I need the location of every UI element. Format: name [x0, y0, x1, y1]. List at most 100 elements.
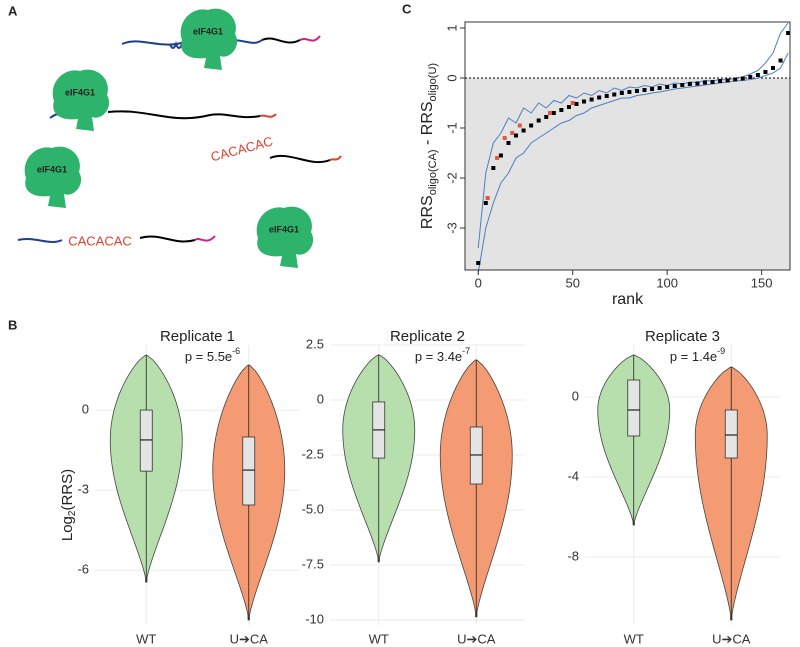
- y-tick-label: 2.5: [306, 336, 324, 351]
- motif-label: CACACAC: [68, 233, 132, 248]
- x-tick-label: WT: [369, 631, 389, 646]
- rank-point: [612, 92, 617, 97]
- highlight-point: [517, 123, 522, 128]
- protein-shape: [256, 206, 314, 268]
- panel-label: B: [8, 317, 17, 332]
- rank-point: [733, 77, 738, 82]
- protein-shape: [52, 69, 110, 131]
- y-axis-label-part: Log: [59, 516, 76, 541]
- y-axis-label-part: - RRS: [419, 101, 436, 149]
- rna: [121, 40, 186, 46]
- box: [627, 379, 641, 437]
- rank-point: [597, 95, 602, 100]
- rna: [17, 238, 63, 243]
- rank-point: [619, 91, 624, 95]
- y-tick-label: -3: [77, 482, 89, 497]
- below-zero-shade: [465, 78, 790, 270]
- protein: eIF4G1: [24, 146, 82, 208]
- rna: [194, 235, 216, 242]
- y-tick-label: 0: [572, 388, 579, 403]
- rank-point: [786, 31, 791, 35]
- chart-title: Replicate 3: [645, 328, 720, 345]
- y-axis-label-part: oligo(CA): [427, 149, 439, 195]
- rank-point: [566, 105, 571, 109]
- rank-point: [582, 99, 587, 104]
- rank-point: [634, 89, 639, 93]
- protein: eIF4G1: [256, 206, 314, 268]
- rna: [261, 37, 301, 44]
- box: [242, 436, 256, 506]
- rank-point: [770, 66, 775, 70]
- y-tick-label: -6: [77, 562, 89, 577]
- y-tick-label: -10: [305, 611, 324, 626]
- p-value-exponent: -9: [717, 346, 725, 356]
- protein: eIF4G1: [180, 8, 238, 71]
- protein-label: eIF4G1: [193, 26, 223, 36]
- plot-frame: [464, 21, 791, 271]
- rank-point: [672, 84, 677, 88]
- rank-point: [536, 118, 541, 123]
- y-tick-label: 0: [444, 74, 459, 81]
- y-axis-label: RRSoligo(CA) - RRSoligo(U): [419, 63, 439, 229]
- y-axis-label: Log2(RRS): [59, 469, 78, 541]
- x-tick-label: WT: [136, 631, 156, 646]
- y-axis-label-part: (RRS): [59, 469, 76, 511]
- p-value-exponent: -7: [462, 346, 470, 356]
- rank-point: [725, 78, 730, 83]
- y-tick-label: 1: [444, 24, 459, 31]
- protein: eIF4G1: [52, 69, 110, 131]
- rank-point: [710, 80, 715, 84]
- panel-label: A: [8, 3, 18, 18]
- rank-point: [642, 88, 647, 92]
- highlight-point: [502, 136, 507, 140]
- x-tick-label: 0: [475, 275, 482, 290]
- rank-point: [650, 87, 655, 91]
- chart-title: Replicate 1: [160, 328, 235, 345]
- y-tick-label: -2: [444, 172, 459, 184]
- rank-point: [695, 81, 700, 86]
- x-tick-label: WT: [624, 631, 644, 646]
- rank-point: [778, 58, 783, 63]
- rna: [299, 35, 321, 42]
- y-tick-label: -1: [444, 122, 459, 134]
- p-value: p = 3.4e-7: [415, 346, 470, 364]
- panel-label: C: [402, 1, 412, 16]
- highlight-point: [485, 196, 490, 200]
- y-tick-label: -3: [444, 222, 459, 234]
- rank-point: [763, 70, 768, 74]
- rank-point: [491, 166, 496, 170]
- p-value-base: p = 1.4e: [670, 349, 717, 364]
- motif-label: CACACAC: [209, 134, 274, 165]
- x-tick-label: 100: [656, 275, 678, 290]
- protein-label: eIF4G1: [65, 87, 95, 97]
- box: [139, 409, 153, 472]
- rank-point: [657, 86, 662, 90]
- rank-point: [665, 85, 670, 89]
- rank-point: [755, 73, 760, 77]
- rank-point: [574, 102, 579, 106]
- rna: [269, 154, 331, 164]
- y-tick-label: 0: [317, 391, 324, 406]
- protein-shape: [24, 146, 82, 208]
- protein-label: eIF4G1: [269, 224, 299, 234]
- rank-point: [604, 94, 609, 98]
- x-tick-label: U➔CA: [457, 631, 496, 646]
- y-tick-label: 0: [82, 402, 89, 417]
- x-tick-label: U➔CA: [712, 631, 751, 646]
- x-tick-label: 150: [751, 275, 773, 290]
- highlight-point: [548, 111, 553, 115]
- protein-group: eIF4G1 eIF4G1 eIF4G1 eIF4G1: [24, 8, 314, 268]
- y-tick-label: -8: [567, 548, 579, 563]
- rank-point: [702, 80, 707, 85]
- y-tick-label: -4: [567, 468, 579, 483]
- box: [724, 409, 738, 459]
- rank-point: [498, 153, 503, 158]
- x-tick-label: U➔CA: [230, 631, 269, 646]
- y-tick-label: -7.5: [302, 556, 324, 571]
- highlight-point: [495, 156, 500, 160]
- rna: [259, 113, 277, 118]
- x-axis-label: rank: [612, 291, 644, 308]
- x-tick-label: 50: [565, 275, 579, 290]
- rank-point: [748, 75, 753, 79]
